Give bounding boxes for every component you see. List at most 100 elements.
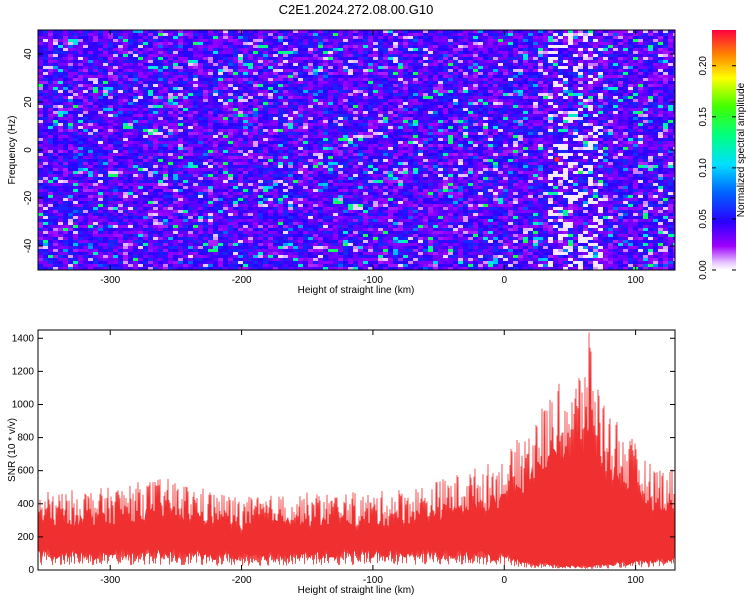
heatmap-cell — [98, 135, 103, 138]
heatmap-cell — [253, 114, 258, 117]
heatmap-cell — [348, 48, 353, 51]
heatmap-cell — [378, 36, 383, 39]
heatmap-cell — [388, 48, 393, 51]
heatmap-cell — [618, 102, 623, 105]
heatmap-cell — [263, 138, 268, 141]
heatmap-cell — [573, 75, 578, 78]
heatmap-cell — [208, 75, 213, 78]
heatmap-cell — [408, 69, 413, 72]
heatmap-cell — [458, 120, 463, 123]
heatmap-cell — [463, 123, 468, 126]
heatmap-cell — [48, 117, 53, 120]
heatmap-cell — [258, 45, 263, 48]
heatmap-cell — [58, 42, 63, 45]
heatmap-cell — [453, 105, 458, 108]
heatmap-cell — [88, 72, 93, 75]
heatmap-cell — [608, 39, 613, 42]
heatmap-cell — [413, 90, 418, 93]
heatmap-cell — [68, 54, 73, 57]
heatmap-cell — [373, 90, 378, 93]
heatmap-cell — [503, 75, 508, 78]
heatmap-cell — [53, 123, 58, 126]
heatmap-cell — [673, 42, 675, 45]
heatmap-cell — [553, 141, 558, 144]
heatmap-cell — [78, 45, 83, 48]
heatmap-cell — [128, 84, 133, 87]
heatmap-cell — [488, 36, 493, 39]
heatmap-cell — [133, 81, 138, 84]
heatmap-cell — [338, 75, 343, 78]
heatmap-cell — [333, 135, 338, 138]
heatmap-cell — [238, 96, 243, 99]
heatmap-cell — [668, 30, 673, 33]
heatmap-cell — [418, 90, 423, 93]
heatmap-cell — [408, 96, 413, 99]
heatmap-cell — [328, 84, 333, 87]
heatmap-cell — [133, 90, 138, 93]
heatmap-cell — [338, 138, 343, 141]
heatmap-cell — [198, 48, 203, 51]
heatmap-cell — [553, 66, 558, 69]
heatmap-cell — [43, 33, 48, 36]
heatmap-cell — [633, 66, 638, 69]
heatmap-cell — [618, 114, 623, 117]
heatmap-cell — [353, 123, 358, 126]
heatmap-cell — [408, 54, 413, 57]
heatmap-cell — [348, 54, 353, 57]
heatmap-cell — [173, 45, 178, 48]
heatmap-cell — [118, 72, 123, 75]
heatmap-cell — [613, 120, 618, 123]
heatmap-cell — [458, 111, 463, 114]
heatmap-cell — [538, 102, 543, 105]
heatmap-cell — [673, 126, 675, 129]
heatmap-cell — [193, 33, 198, 36]
heatmap-cell — [643, 66, 648, 69]
heatmap-cell — [128, 66, 133, 69]
heatmap-cell — [73, 39, 78, 42]
heatmap-cell — [283, 129, 288, 132]
heatmap-cell — [313, 117, 318, 120]
heatmap-cell — [268, 111, 273, 114]
heatmap-cell — [233, 135, 238, 138]
heatmap-cell — [188, 87, 193, 90]
heatmap-cell — [603, 144, 608, 147]
heatmap-cell — [403, 117, 408, 120]
heatmap-cell — [458, 117, 463, 120]
heatmap-cell — [158, 141, 163, 144]
heatmap-cell — [388, 123, 393, 126]
heatmap-cell — [428, 30, 433, 33]
heatmap-cell — [378, 51, 383, 54]
heatmap-cell — [103, 114, 108, 117]
heatmap-cell — [123, 129, 128, 132]
heatmap-cell — [453, 69, 458, 72]
heatmap-cell — [398, 57, 403, 60]
heatmap-cell — [68, 135, 73, 138]
heatmap-cell — [48, 33, 53, 36]
heatmap-cell — [578, 114, 583, 117]
heatmap-cell — [353, 126, 358, 129]
heatmap-cell — [173, 138, 178, 141]
heatmap-cell — [458, 102, 463, 105]
heatmap-cell — [278, 105, 283, 108]
heatmap-cell — [383, 81, 388, 84]
heatmap-cell — [288, 84, 293, 87]
heatmap-cell — [288, 81, 293, 84]
heatmap-cell — [88, 54, 93, 57]
heatmap-cell — [428, 78, 433, 81]
heatmap-cell — [223, 33, 228, 36]
heatmap-cell — [528, 57, 533, 60]
chart-title: C2E1.2024.272.08.00.G10 — [278, 2, 434, 17]
heatmap-cell — [233, 63, 238, 66]
heatmap-cell — [113, 117, 118, 120]
heatmap-cell — [68, 60, 73, 63]
heatmap-cell — [548, 117, 553, 120]
heatmap-cell — [288, 108, 293, 111]
heatmap-cell — [203, 120, 208, 123]
heatmap-cell — [348, 96, 353, 99]
heatmap-cell — [73, 114, 78, 117]
heatmap-cell — [638, 33, 643, 36]
heatmap-cell — [313, 129, 318, 132]
heatmap-cell — [413, 63, 418, 66]
heatmap-cell — [373, 117, 378, 120]
heatmap-cell — [423, 57, 428, 60]
